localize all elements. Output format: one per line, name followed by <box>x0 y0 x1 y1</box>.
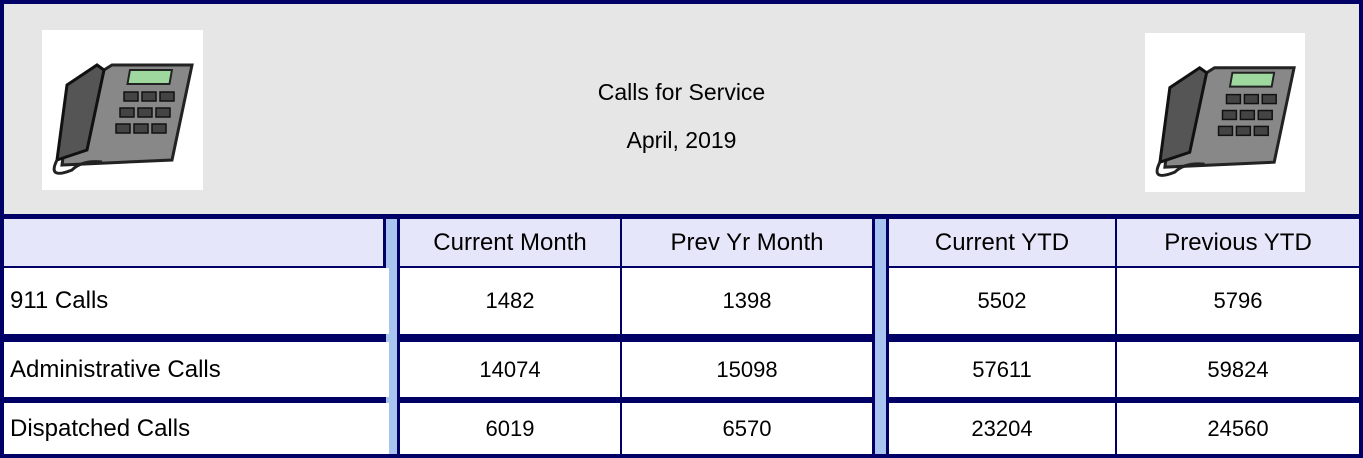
cell-value: 57611 <box>889 342 1115 397</box>
row-label: 911 Calls <box>4 268 389 334</box>
row-label: Dispatched Calls <box>4 403 389 454</box>
phone-icon <box>1145 33 1305 192</box>
row-label: Administrative Calls <box>4 342 389 397</box>
column-header: Current Month <box>400 219 620 266</box>
cell-value: 14074 <box>400 342 620 397</box>
column-header: Previous YTD <box>1117 219 1359 266</box>
cell-value: 6019 <box>400 403 620 454</box>
cell-value: 1398 <box>622 268 872 334</box>
cell-value: 23204 <box>889 403 1115 454</box>
header: Calls for Service April, 2019 <box>4 4 1359 214</box>
phone-drawing <box>1145 33 1305 192</box>
cell-value: 6570 <box>622 403 872 454</box>
cell-value: 5796 <box>1117 268 1359 334</box>
column-separator <box>875 219 886 454</box>
cell-value: 5502 <box>889 268 1115 334</box>
cell-value: 59824 <box>1117 342 1359 397</box>
cell-value: 15098 <box>622 342 872 397</box>
cell-value: 24560 <box>1117 403 1359 454</box>
phone-icon <box>42 30 203 190</box>
header-cell <box>4 219 383 266</box>
cell-value: 1482 <box>400 268 620 334</box>
page: Calls for Service April, 2019 Current Mo… <box>0 0 1363 458</box>
column-header: Prev Yr Month <box>622 219 872 266</box>
column-header: Current YTD <box>889 219 1115 266</box>
phone-drawing <box>42 30 203 190</box>
